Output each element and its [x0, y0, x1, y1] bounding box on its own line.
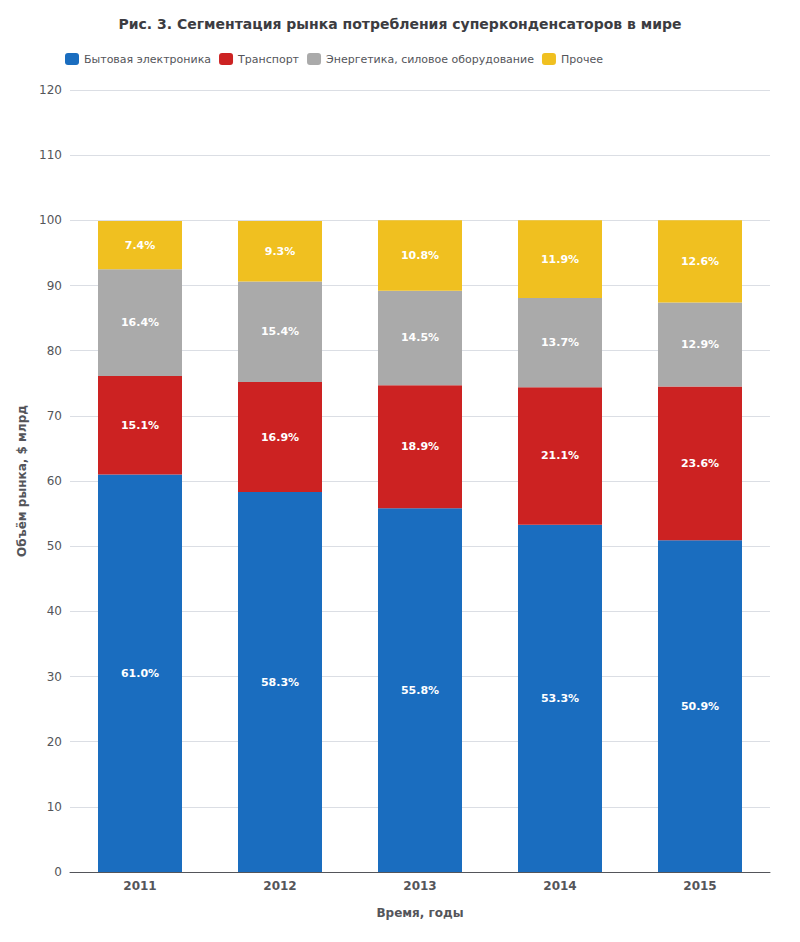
svg-text:60: 60	[47, 474, 62, 488]
svg-text:10.8%: 10.8%	[401, 249, 439, 262]
svg-text:15.1%: 15.1%	[121, 419, 159, 432]
svg-text:Объём рынка, $ млрд: Объём рынка, $ млрд	[15, 405, 29, 557]
svg-text:18.9%: 18.9%	[401, 440, 439, 453]
svg-text:2012: 2012	[263, 879, 296, 893]
svg-text:12.9%: 12.9%	[681, 338, 719, 351]
svg-text:Прочее: Прочее	[561, 53, 603, 66]
svg-text:120: 120	[39, 83, 62, 97]
svg-text:70: 70	[47, 409, 62, 423]
svg-text:2011: 2011	[123, 879, 156, 893]
svg-text:12.6%: 12.6%	[681, 255, 719, 268]
svg-text:Рис. 3. Сегментация рынка потр: Рис. 3. Сегментация рынка потребления су…	[118, 16, 681, 32]
svg-text:2015: 2015	[683, 879, 716, 893]
svg-text:16.9%: 16.9%	[261, 431, 299, 444]
svg-text:61.0%: 61.0%	[121, 667, 159, 680]
svg-text:50: 50	[47, 539, 62, 553]
svg-text:30: 30	[47, 670, 62, 684]
svg-text:90: 90	[47, 279, 62, 293]
svg-text:0: 0	[54, 865, 62, 879]
svg-text:21.1%: 21.1%	[541, 449, 579, 462]
svg-text:13.7%: 13.7%	[541, 336, 579, 349]
svg-text:Энергетика, силовое оборудован: Энергетика, силовое оборудование	[326, 53, 534, 66]
svg-text:16.4%: 16.4%	[121, 316, 159, 329]
svg-text:11.9%: 11.9%	[541, 253, 579, 266]
svg-text:2013: 2013	[403, 879, 436, 893]
svg-text:50.9%: 50.9%	[681, 700, 719, 713]
svg-text:40: 40	[47, 604, 62, 618]
svg-text:14.5%: 14.5%	[401, 331, 439, 344]
svg-text:80: 80	[47, 344, 62, 358]
svg-text:110: 110	[39, 148, 62, 162]
svg-text:10: 10	[47, 800, 62, 814]
svg-text:100: 100	[39, 213, 62, 227]
svg-text:20: 20	[47, 735, 62, 749]
svg-text:7.4%: 7.4%	[125, 239, 156, 252]
svg-text:53.3%: 53.3%	[541, 692, 579, 705]
svg-text:2014: 2014	[543, 879, 576, 893]
svg-text:Время, годы: Время, годы	[376, 906, 463, 920]
svg-text:9.3%: 9.3%	[265, 245, 296, 258]
svg-text:23.6%: 23.6%	[681, 457, 719, 470]
svg-text:Транспорт: Транспорт	[237, 53, 300, 66]
svg-text:55.8%: 55.8%	[401, 684, 439, 697]
svg-text:Бытовая электроника: Бытовая электроника	[84, 53, 211, 66]
svg-text:58.3%: 58.3%	[261, 676, 299, 689]
svg-text:15.4%: 15.4%	[261, 325, 299, 338]
